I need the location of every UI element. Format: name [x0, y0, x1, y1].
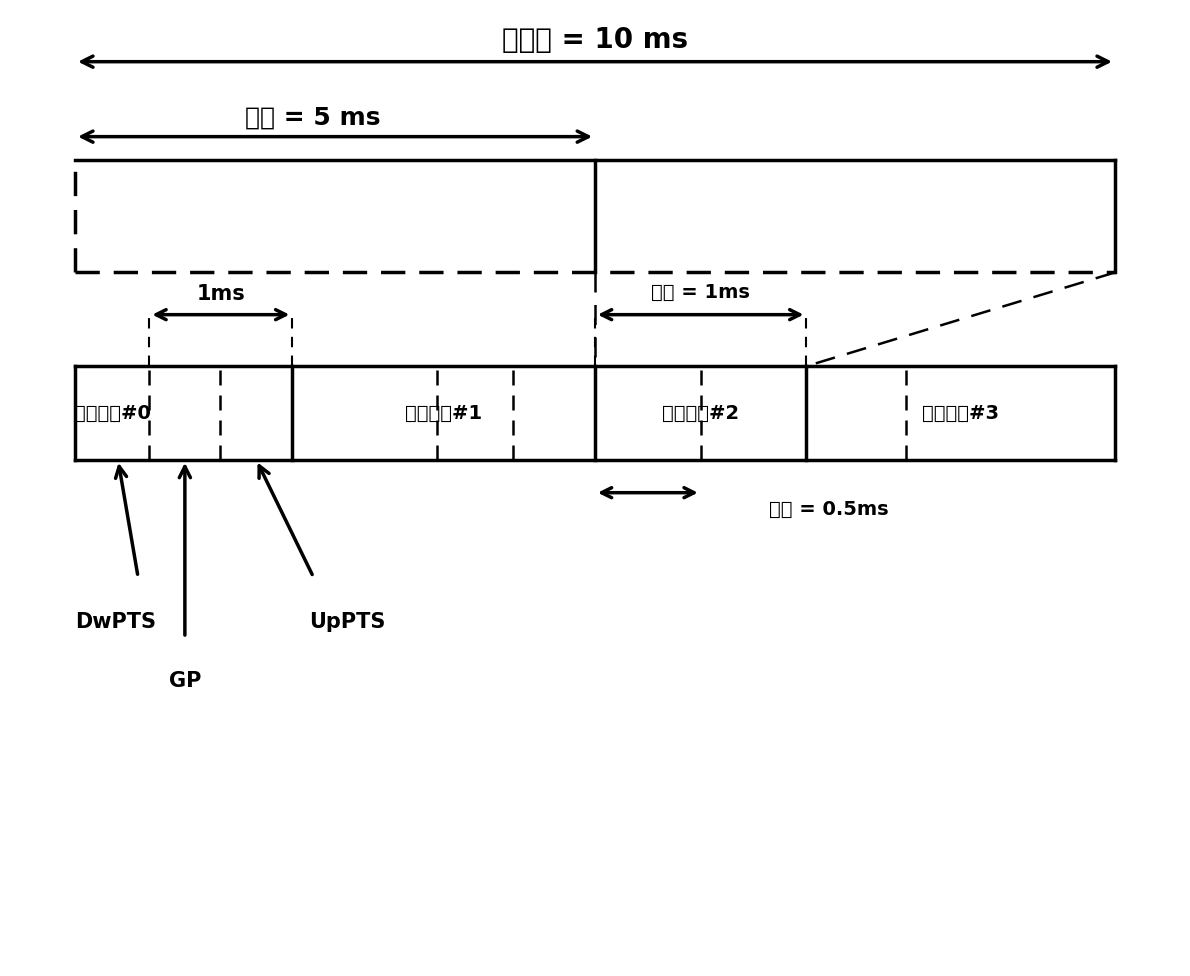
Text: 业务子帧#0: 业务子帧#0: [74, 403, 151, 423]
Text: UpPTS: UpPTS: [309, 612, 386, 631]
Text: 业务子帧#2: 业务子帧#2: [662, 403, 739, 423]
Text: GP: GP: [169, 671, 201, 691]
Text: 时隙 = 0.5ms: 时隙 = 0.5ms: [769, 500, 889, 519]
Text: DwPTS: DwPTS: [75, 612, 156, 631]
Text: 子帧 = 1ms: 子帧 = 1ms: [651, 283, 750, 302]
Text: 业务子帧#3: 业务子帧#3: [922, 403, 1000, 423]
Text: 业务子帧#1: 业务子帧#1: [405, 403, 482, 423]
Text: 无线帧 = 10 ms: 无线帧 = 10 ms: [502, 26, 688, 54]
Text: 1ms: 1ms: [196, 284, 245, 305]
Text: 半帧 = 5 ms: 半帧 = 5 ms: [244, 106, 380, 130]
